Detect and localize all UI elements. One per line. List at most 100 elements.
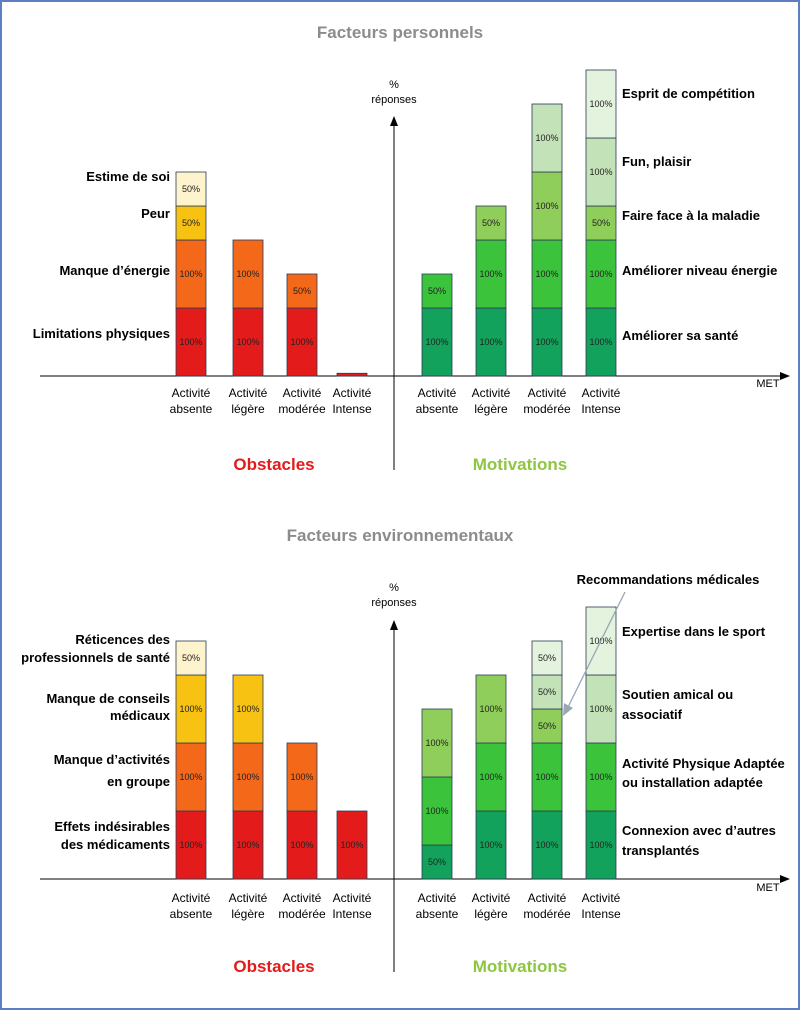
- panel2-obst-bar-effets-indesirables-des-medicaments-3: [336, 810, 368, 880]
- panel1-obst-label-limitations-physiques-1: 100%: [236, 337, 259, 347]
- panel2-obst-bar-manque-d-activites-en-groupe-0: [175, 742, 207, 812]
- panel2-obst-label-manque-de-conseils-medicaux-1: 100%: [236, 704, 259, 714]
- panel1-motiv-label-ameliorer-sa-sante-1: 100%: [479, 337, 502, 347]
- panel2-motiv-cat-3-line2: Intense: [581, 907, 621, 921]
- p2-right-label-3-line2: transplantés: [622, 843, 699, 858]
- panel1-obst-bar-limitations-physiques-3: [336, 372, 368, 377]
- panel1-motiv-label-ameliorer-sa-sante-2: 100%: [535, 337, 558, 347]
- panel2-motiv-bar-recommandations-medicales-2: [531, 708, 563, 744]
- panel1-motiv-cat-1-line1: Activité: [472, 386, 511, 400]
- panel1-obst-cat-0-line1: Activité: [172, 386, 211, 400]
- p2-right-label-3-line1: Connexion avec d’autres: [622, 823, 776, 838]
- panel1-obst-cat-1-line1: Activité: [229, 386, 268, 400]
- panel1-motiv-cat-3-line1: Activité: [582, 386, 621, 400]
- p1-left-label-0: Estime de soi: [86, 169, 170, 184]
- panel1-obst-label-manque-d-energie-0: 100%: [179, 269, 202, 279]
- panel1-obstacles-title: Obstacles: [233, 455, 314, 474]
- panel2-motiv-label-recommandations-medicales-2: 50%: [538, 721, 556, 731]
- p2-right-label-2-line1: Activité Physique Adaptée: [622, 756, 785, 771]
- p1-right-label-0: Esprit de compétition: [622, 86, 755, 101]
- panel1-y-axis-arrow: [390, 116, 398, 126]
- panel1-motiv-label-esprit-de-competition-3: 100%: [589, 99, 612, 109]
- panel2-ylabel-pct: %: [389, 582, 399, 594]
- p2-callout-label: Recommandations médicales: [577, 572, 760, 587]
- panel2-obst-label-reticences-des-professionnels-de-sante-0: 50%: [182, 653, 200, 663]
- panel1-motiv-label-ameliorer-sa-sante-0: 100%: [425, 337, 448, 347]
- panel2-motiv-bar-recommandations-medicales-0: [421, 708, 453, 778]
- panel1-obst-cat-0-line2: absente: [170, 402, 213, 416]
- panel1-motiv-bar-faire-face-a-la-maladie-3: [585, 205, 617, 241]
- panel2-motiv-label-connexion-avec-d-autres-transplantes-0: 50%: [428, 857, 446, 867]
- panel2-obst-label-effets-indesirables-des-medicaments-1: 100%: [236, 840, 259, 850]
- panel1-motiv-label-faire-face-a-la-maladie-1: 50%: [482, 218, 500, 228]
- p1-right-label-2: Faire face à la maladie: [622, 208, 760, 223]
- panel1-obst-label-manque-d-energie-2: 50%: [293, 286, 311, 296]
- panel2-motiv-label-connexion-avec-d-autres-transplantes-1: 100%: [479, 840, 502, 850]
- panel1-motiv-label-ameliorer-niveau-energie-1: 100%: [479, 269, 502, 279]
- panel1-motiv-label-fun-plaisir-2: 100%: [535, 133, 558, 143]
- panel2-obst-cat-3-line2: Intense: [332, 907, 372, 921]
- panel1-motiv-bar-ameliorer-sa-sante-0: [421, 307, 453, 377]
- panel2-motiv-bar-expertise-dans-le-sport-2: [531, 640, 563, 676]
- panel1-motiv-bar-ameliorer-sa-sante-1: [475, 307, 507, 377]
- panel1-motiv-bar-ameliorer-sa-sante-3: [585, 307, 617, 377]
- panel2-obst-bar-manque-d-activites-en-groupe-1: [232, 742, 264, 812]
- panel1-obst-label-limitations-physiques-2: 100%: [290, 337, 313, 347]
- panel2-obst-bar-effets-indesirables-des-medicaments-2: [286, 810, 318, 880]
- panel2-obst-bar-reticences-des-professionnels-de-sante-0: [175, 640, 207, 676]
- panel1-motiv-label-faire-face-a-la-maladie-2: 100%: [535, 201, 558, 211]
- panel2-motiv-label-connexion-avec-d-autres-transplantes-2: 100%: [535, 840, 558, 850]
- panel2-motiv-label-expertise-dans-le-sport-2: 50%: [538, 653, 556, 663]
- panel2-motiv-bar-activite-physique-adaptee-ou-installation-adaptee-0: [421, 776, 453, 846]
- panel1-obst-bar-peur-0: [175, 205, 207, 241]
- panel2-x-axis-arrow: [780, 875, 790, 883]
- p2-left-label-0-line2: professionnels de santé: [21, 650, 170, 665]
- p2-left-label-2-line1: Manque d’activités: [54, 752, 170, 767]
- panel2-obst-bar-manque-d-activites-en-groupe-2: [286, 742, 318, 812]
- panel1-ylabel-pct: %: [389, 79, 399, 91]
- panel2-obst-bar-manque-de-conseils-medicaux-1: [232, 674, 264, 744]
- panel1-motiv-bar-ameliorer-niveau-energie-1: [475, 239, 507, 309]
- p1-left-label-2: Manque d’énergie: [59, 263, 170, 278]
- panel1-title: Facteurs personnels: [317, 23, 483, 42]
- p1-right-label-4: Améliorer sa santé: [622, 328, 738, 343]
- panel1-obst-cat-2-line2: modérée: [278, 402, 326, 416]
- panel2-motiv-bar-activite-physique-adaptee-ou-installation-adaptee-3: [585, 742, 617, 812]
- panel2-obst-cat-0-line2: absente: [170, 907, 213, 921]
- panel1-motivations-title: Motivations: [473, 455, 567, 474]
- panel1-obst-bar-manque-d-energie-1: [232, 239, 264, 309]
- panel2-y-axis-arrow: [390, 620, 398, 630]
- p2-left-label-2-line2: en groupe: [107, 774, 170, 789]
- panel1-motiv-bar-ameliorer-niveau-energie-3: [585, 239, 617, 309]
- panel2-motiv-cat-0-line1: Activité: [418, 891, 457, 905]
- p2-right-label-1-line2: associatif: [622, 707, 683, 722]
- panel1-motiv-label-ameliorer-niveau-energie-0: 50%: [428, 286, 446, 296]
- panel1-motiv-label-faire-face-a-la-maladie-3: 50%: [592, 218, 610, 228]
- panel2-motiv-label-connexion-avec-d-autres-transplantes-3: 100%: [589, 840, 612, 850]
- panel2-motiv-label-activite-physique-adaptee-ou-installation-adaptee-3: 100%: [589, 772, 612, 782]
- p1-right-label-1: Fun, plaisir: [622, 154, 691, 169]
- panel1-motiv-cat-2-line2: modérée: [523, 402, 571, 416]
- panel1-motiv-cat-0-line1: Activité: [418, 386, 457, 400]
- panel2-ylabel-reponses: réponses: [371, 597, 417, 609]
- panel2-obst-label-manque-d-activites-en-groupe-1: 100%: [236, 772, 259, 782]
- panel2-obst-label-manque-d-activites-en-groupe-0: 100%: [179, 772, 202, 782]
- panel2-motiv-cat-0-line2: absente: [416, 907, 459, 921]
- panel1-motiv-cat-3-line2: Intense: [581, 402, 621, 416]
- panel2-motiv-bar-soutien-amical-ou-associatif-3: [585, 674, 617, 744]
- panel1-obst-cat-3-line2: Intense: [332, 402, 372, 416]
- panel1-motiv-bar-ameliorer-niveau-energie-2: [531, 239, 563, 309]
- panel2-xlabel: MET: [756, 882, 780, 894]
- p2-right-label-2-line2: ou installation adaptée: [622, 775, 763, 790]
- panel1-motiv-bar-esprit-de-competition-3: [585, 69, 617, 139]
- panel2-motiv-bar-connexion-avec-d-autres-transplantes-1: [475, 810, 507, 880]
- panel2-motiv-label-activite-physique-adaptee-ou-installation-adaptee-2: 100%: [535, 772, 558, 782]
- panel2-obst-cat-1-line2: légère: [231, 907, 265, 921]
- panel2-motiv-label-activite-physique-adaptee-ou-installation-adaptee-1: 100%: [479, 772, 502, 782]
- p2-left-label-0-line1: Réticences des: [75, 632, 170, 647]
- panel2-motiv-bar-activite-physique-adaptee-ou-installation-adaptee-1: [475, 742, 507, 812]
- panel1-obst-label-peur-0: 50%: [182, 218, 200, 228]
- p2-callout-line: [567, 591, 626, 708]
- panel1-obst-cat-1-line2: légère: [231, 402, 265, 416]
